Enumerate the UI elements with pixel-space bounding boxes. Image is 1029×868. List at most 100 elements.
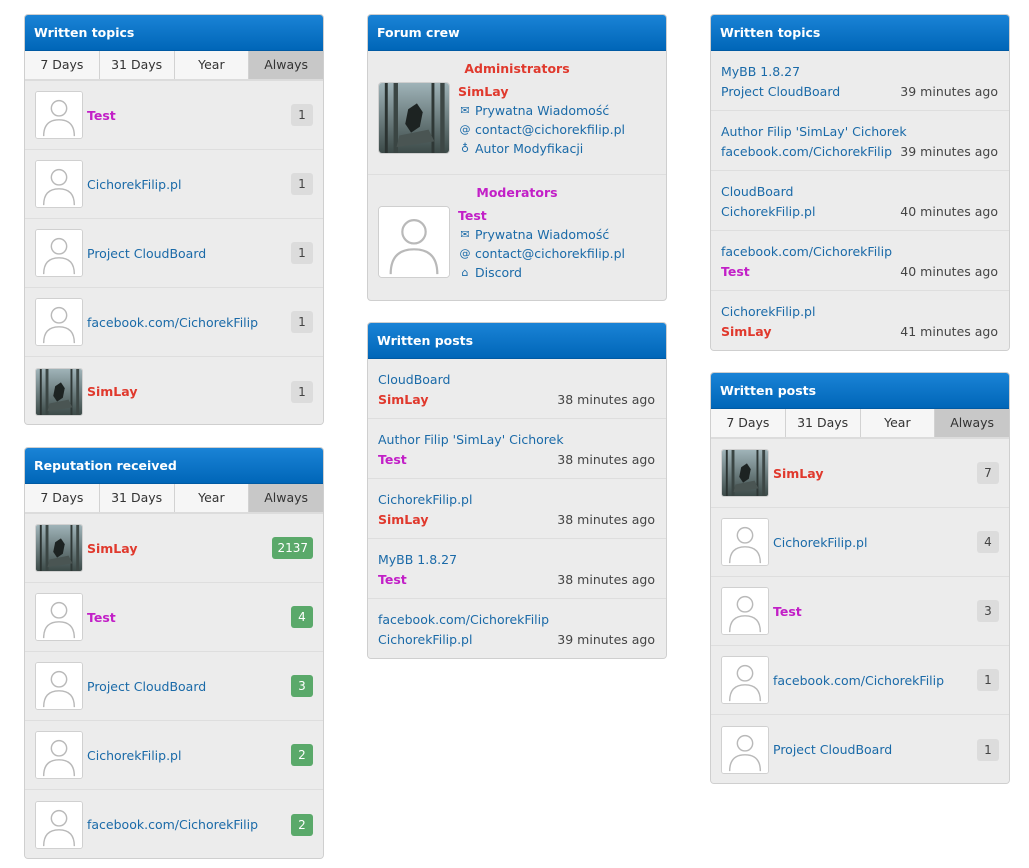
reputation-badge: 4: [291, 606, 313, 628]
avatar[interactable]: [721, 725, 769, 774]
envelope-icon: ✉: [460, 104, 470, 117]
avatar[interactable]: [35, 160, 83, 208]
tab-7-days[interactable]: 7 Days: [711, 409, 786, 437]
user-link[interactable]: Test: [87, 107, 116, 123]
tab-7-days[interactable]: 7 Days: [25, 51, 100, 79]
avatar[interactable]: [721, 587, 769, 635]
topic-subject-link[interactable]: CloudBoard: [721, 184, 794, 199]
list-item: Project CloudBoard 3: [25, 652, 323, 721]
user-link[interactable]: Project CloudBoard: [721, 84, 841, 99]
list-item: CichorekFilip.pl 4: [711, 508, 1009, 577]
user-link[interactable]: facebook.com/CichorekFilip: [87, 314, 259, 330]
topic-subject-link[interactable]: Author Filip 'SimLay' Cichorek: [721, 124, 907, 139]
avatar[interactable]: [35, 731, 83, 779]
tab-31-days[interactable]: 31 Days: [785, 409, 861, 437]
extra-link[interactable]: Autor Modyfikacji: [475, 141, 584, 156]
list-item: facebook.com/CichorekFilip Test 40 minut…: [711, 231, 1009, 291]
tab-31-days[interactable]: 31 Days: [99, 484, 175, 512]
list-item: facebook.com/CichorekFilip 2: [25, 790, 323, 858]
tab-year[interactable]: Year: [860, 409, 936, 437]
panel-title: Reputation received: [25, 448, 323, 484]
avatar[interactable]: [35, 800, 83, 849]
panel-title: Written topics: [711, 15, 1009, 51]
user-link[interactable]: Test: [458, 208, 487, 223]
user-link[interactable]: SimLay: [378, 392, 429, 407]
written-posts-ranking-panel: Written posts 7 Days 31 Days Year Always…: [710, 372, 1010, 784]
post-subject-link[interactable]: Author Filip 'SimLay' Cichorek: [378, 432, 564, 447]
avatar[interactable]: [35, 593, 83, 641]
avatar[interactable]: [378, 206, 450, 278]
list-item: SimLay 1: [25, 357, 323, 424]
avatar[interactable]: [721, 656, 769, 704]
user-link[interactable]: SimLay: [458, 84, 509, 99]
post-subject-link[interactable]: CichorekFilip.pl: [378, 492, 473, 507]
timestamp: 38 minutes ago: [557, 512, 655, 527]
post-subject-link[interactable]: facebook.com/CichorekFilip: [378, 612, 550, 627]
tab-year[interactable]: Year: [174, 51, 250, 79]
topic-subject-link[interactable]: facebook.com/CichorekFilip: [721, 244, 893, 259]
user-link[interactable]: Test: [378, 572, 407, 587]
panel-title: Written topics: [25, 15, 323, 51]
tab-31-days[interactable]: 31 Days: [99, 51, 175, 79]
written-topics-panel: Written topics 7 Days 31 Days Year Alway…: [24, 14, 324, 425]
user-link[interactable]: Test: [87, 609, 116, 625]
avatar[interactable]: [35, 298, 83, 346]
panel-title: Forum crew: [368, 15, 666, 51]
user-link[interactable]: Project CloudBoard: [87, 678, 207, 694]
user-link[interactable]: SimLay: [773, 465, 824, 481]
user-link[interactable]: Project CloudBoard: [87, 245, 207, 261]
user-link[interactable]: SimLay: [87, 384, 138, 399]
user-link[interactable]: facebook.com/CichorekFilip: [773, 672, 945, 688]
reputation-badge: 3: [291, 675, 313, 697]
private-message-link[interactable]: Prywatna Wiadomość: [475, 227, 610, 242]
avatar[interactable]: [35, 229, 83, 277]
post-subject-link[interactable]: CloudBoard: [378, 372, 451, 387]
at-icon: @: [459, 247, 471, 260]
private-message-link[interactable]: Prywatna Wiadomość: [475, 103, 610, 118]
tab-always[interactable]: Always: [249, 51, 323, 79]
user-link[interactable]: facebook.com/CichorekFilip: [721, 144, 893, 159]
lightbulb-icon: ♁: [460, 142, 470, 155]
user-link[interactable]: Test: [378, 452, 407, 467]
user-link[interactable]: SimLay: [87, 540, 138, 556]
user-link[interactable]: CichorekFilip.pl: [378, 632, 473, 647]
avatar[interactable]: [35, 91, 83, 139]
tab-year[interactable]: Year: [174, 484, 250, 512]
email-link[interactable]: contact@cichorekfilip.pl: [475, 122, 625, 137]
user-link[interactable]: CichorekFilip.pl: [87, 747, 182, 763]
user-link[interactable]: Test: [721, 264, 750, 279]
user-link[interactable]: Project CloudBoard: [773, 742, 893, 757]
user-link[interactable]: SimLay: [378, 512, 429, 527]
avatar[interactable]: [35, 662, 83, 710]
tab-7-days[interactable]: 7 Days: [25, 484, 100, 512]
administrators-group: Administrators SimLay ✉ Prywatna Wiadomoś…: [368, 51, 666, 175]
avatar[interactable]: [35, 367, 83, 416]
avatar[interactable]: [378, 82, 450, 154]
user-link[interactable]: Test: [773, 603, 802, 619]
discord-link[interactable]: Discord: [475, 265, 522, 280]
count-badge: 1: [977, 738, 999, 761]
list-item: Author Filip 'SimLay' Cichorek facebook.…: [711, 111, 1009, 171]
avatar[interactable]: [35, 524, 83, 572]
written-topics-panel: Written topics MyBB 1.8.27 Project Cloud…: [710, 14, 1010, 351]
tab-always[interactable]: Always: [249, 484, 323, 512]
avatar[interactable]: [721, 449, 769, 497]
user-link[interactable]: SimLay: [721, 324, 772, 339]
email-link[interactable]: contact@cichorekfilip.pl: [475, 246, 625, 261]
user-link[interactable]: CichorekFilip.pl: [87, 176, 182, 192]
period-tabs: 7 Days 31 Days Year Always: [25, 51, 323, 81]
timestamp: 38 minutes ago: [557, 392, 655, 407]
timestamp: 40 minutes ago: [900, 204, 998, 219]
topic-subject-link[interactable]: CichorekFilip.pl: [721, 304, 816, 319]
tab-always[interactable]: Always: [935, 409, 1009, 437]
topic-subject-link[interactable]: MyBB 1.8.27: [721, 64, 801, 79]
user-link[interactable]: facebook.com/CichorekFilip: [87, 817, 259, 832]
list-item: CichorekFilip.pl SimLay 38 minutes ago: [368, 479, 666, 539]
post-subject-link[interactable]: MyBB 1.8.27: [378, 552, 458, 567]
count-badge: 1: [291, 380, 313, 403]
count-badge: 1: [977, 669, 999, 691]
user-link[interactable]: CichorekFilip.pl: [773, 534, 868, 550]
user-link[interactable]: CichorekFilip.pl: [721, 204, 816, 219]
list-item: CichorekFilip.pl 2: [25, 721, 323, 790]
avatar[interactable]: [721, 518, 769, 566]
